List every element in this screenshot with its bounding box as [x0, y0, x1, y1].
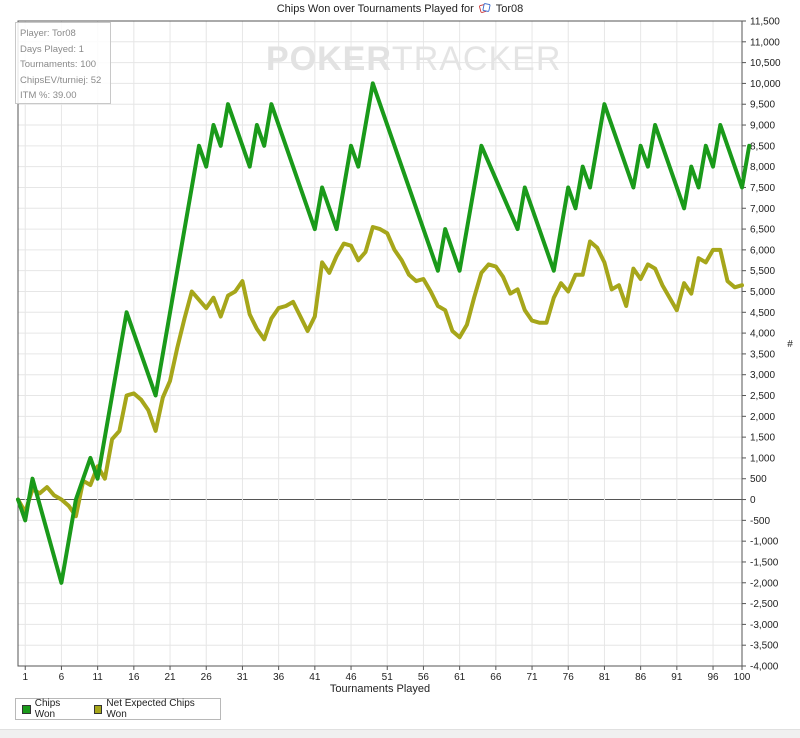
y-tick-label: -4,000 — [750, 662, 779, 673]
y-tick-label: 11,000 — [750, 37, 780, 48]
stats-line-itm: ITM %: 39.00 — [20, 90, 77, 101]
legend-label-chips-won: Chips Won — [34, 698, 61, 720]
y-tick-label: 9,500 — [750, 100, 775, 111]
y-tick-label: 2,500 — [750, 391, 775, 402]
watermark-part2: TRACKER — [391, 40, 562, 78]
x-tick-label: 96 — [707, 672, 719, 683]
chart-title: Chips Won over Tournaments Played for To… — [0, 3, 800, 15]
x-tick-label: 86 — [635, 672, 647, 683]
y-tick-label: 6,000 — [750, 245, 775, 256]
y-tick-label: -1,500 — [750, 557, 779, 568]
x-tick-label: 81 — [599, 672, 611, 683]
x-tick-label: 51 — [382, 672, 394, 683]
x-tick-label: 56 — [418, 672, 430, 683]
x-axis: 1 6 11 16 21 26 31 36 41 46 51 56 61 66 71 76 81 86 91 96 10… — [22, 666, 751, 683]
x-tick-label: 21 — [164, 672, 176, 683]
legend-item-net-expected[interactable]: Net Expected Chips Won — [93, 698, 214, 720]
legend-swatch-net-expected — [93, 704, 103, 714]
y-tick-label: 2,000 — [750, 412, 775, 423]
stats-line-days-played: Days Played: 1 — [20, 43, 84, 55]
series-lines — [16, 81, 752, 585]
y-axis-label: # — [787, 339, 793, 350]
x-tick-label: 26 — [201, 672, 213, 683]
chart-title-text: Chips Won over Tournaments Played for — [276, 3, 474, 15]
x-tick-label: 46 — [345, 672, 357, 683]
y-tick-label: -1,000 — [750, 537, 779, 548]
pokertracker-watermark: POKERTRACKER — [266, 40, 561, 79]
x-tick-label: 91 — [671, 672, 683, 683]
y-tick-label: -2,500 — [750, 599, 779, 610]
x-tick-label: 100 — [734, 672, 751, 683]
series-line-chips-won — [16, 81, 752, 585]
y-tick-label: 5,500 — [750, 266, 775, 277]
y-tick-label: 7,000 — [750, 204, 775, 215]
y-tick-label: 1,500 — [750, 433, 775, 444]
x-tick-label: 76 — [563, 672, 575, 683]
x-tick-label: 41 — [309, 672, 321, 683]
x-tick-label: 31 — [237, 672, 249, 683]
x-tick-label: 6 — [59, 672, 65, 683]
bottom-strip — [0, 729, 800, 738]
y-tick-label: 6,500 — [750, 225, 775, 236]
y-tick-label: 3,000 — [750, 370, 775, 381]
stats-line-player: Player: Tor08 — [20, 28, 76, 39]
x-tick-label: 16 — [128, 672, 140, 683]
stats-line-tournaments: Tournaments: 100 — [20, 59, 97, 70]
legend-item-chips-won[interactable]: Chips Won — [22, 698, 82, 720]
plot-area-border — [17, 20, 743, 667]
series-line-net-expected — [16, 225, 744, 519]
y-tick-label: 9,000 — [750, 121, 775, 132]
watermark-part1: POKER — [266, 40, 392, 78]
x-tick-label: 11 — [92, 672, 103, 683]
chart-title-player: Tor08 — [495, 3, 524, 15]
y-tick-label: 7,500 — [750, 183, 775, 194]
y-tick-label: 500 — [750, 474, 767, 485]
grid-lines — [18, 20, 743, 667]
y-tick-label: 10,000 — [750, 79, 781, 90]
y-tick-label: -3,500 — [750, 641, 779, 652]
y-tick-label: 11,500 — [750, 17, 780, 28]
y-tick-label: 1,000 — [750, 453, 775, 464]
y-tick-label: 5,000 — [750, 287, 775, 298]
poker-cards-icon — [478, 3, 491, 13]
stats-box: Player: Tor08 Days Played: 1 Tournaments… — [15, 22, 111, 104]
y-tick-label: -2,000 — [750, 578, 779, 589]
y-tick-label: 3,500 — [750, 349, 775, 360]
x-tick-label: 66 — [490, 672, 502, 683]
y-tick-label: 4,000 — [750, 329, 775, 340]
y-tick-label: -500 — [750, 516, 770, 527]
y-tick-label: 8,000 — [750, 162, 775, 173]
x-tick-label: 36 — [273, 672, 285, 683]
y-axis: -4,000 -3,500 -3,000 -2,500 -2,000 -1,500 -1,0… — [742, 17, 781, 673]
legend-swatch-chips-won — [22, 704, 31, 714]
x-tick-label: 71 — [526, 672, 538, 683]
stats-line-chips-ev: ChipsEV/turniej: 52 — [20, 74, 102, 86]
x-tick-label: 1 — [22, 672, 28, 683]
chart-legend: Chips Won Net Expected Chips Won — [15, 698, 221, 720]
y-tick-label: 10,500 — [750, 58, 781, 69]
x-axis-label: Tournaments Played — [330, 683, 430, 695]
y-tick-label: 0 — [750, 495, 756, 506]
y-tick-label: -3,000 — [750, 620, 779, 631]
legend-label-net-expected: Net Expected Chips Won — [106, 698, 195, 720]
y-tick-label: 8,500 — [750, 141, 775, 152]
x-tick-label: 61 — [454, 672, 466, 683]
y-tick-label: 4,500 — [750, 308, 775, 319]
